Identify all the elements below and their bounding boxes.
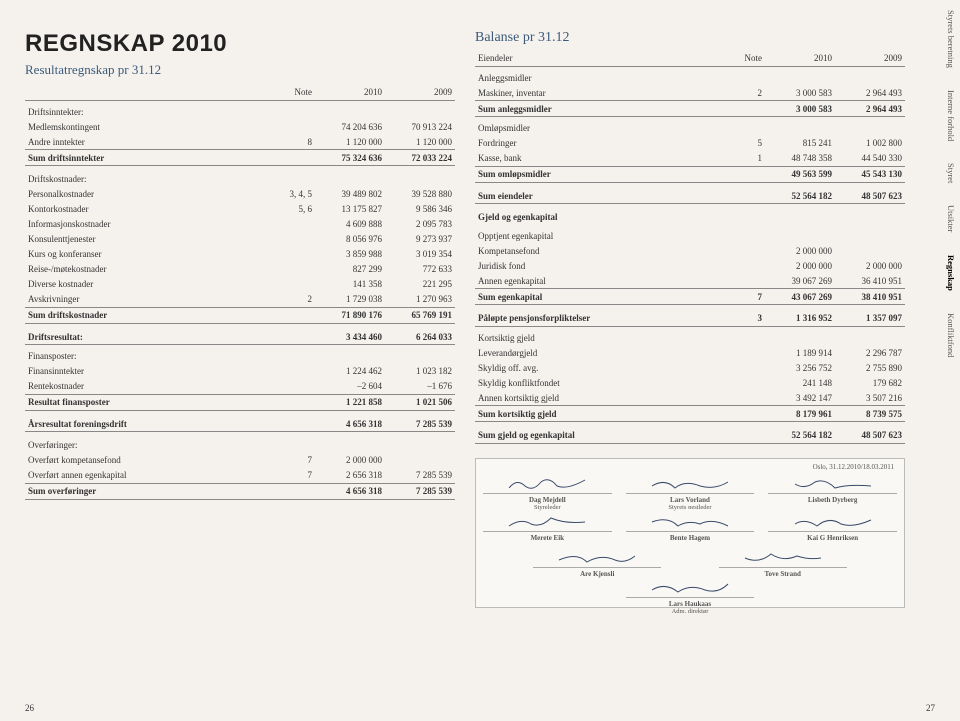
page-num-left: 26 bbox=[25, 703, 34, 713]
table-row: Kompetansefond2 000 000 bbox=[475, 243, 905, 258]
subtitle-left: Resultatregnskap pr 31.12 bbox=[25, 62, 455, 78]
tab-1[interactable]: Interne forhold bbox=[946, 90, 956, 141]
col-note: Note bbox=[275, 84, 315, 100]
gjeld-label: Gjeld og egenkapital bbox=[475, 204, 725, 225]
left-column: REGNSKAP 2010 Resultatregnskap pr 31.12 … bbox=[25, 30, 455, 608]
eiendeler-header: Eiendeler bbox=[475, 50, 725, 66]
signature-scribble-icon bbox=[483, 513, 611, 531]
sum-eiendeler: Sum eiendeler52 564 18248 507 623 bbox=[475, 182, 905, 204]
signature: Are Kjensli bbox=[533, 549, 661, 578]
resultat-finansposter: Resultat finansposter1 221 8581 021 506 bbox=[25, 394, 455, 410]
sum-driftsinntekter: Sum driftsinntekter75 324 63672 033 224 bbox=[25, 150, 455, 166]
signature-scribble-icon bbox=[768, 475, 896, 493]
table-row: Annen egenkapital39 067 26936 410 951 bbox=[475, 273, 905, 289]
signature-scribble-icon bbox=[626, 475, 754, 493]
tab-3[interactable]: Utsikter bbox=[946, 205, 956, 232]
overforinger-label: Overføringer: bbox=[25, 432, 275, 453]
table-row: Reise-/møtekostnader827 299772 633 bbox=[25, 262, 455, 277]
anleggsmidler-label: Anleggsmidler bbox=[475, 66, 725, 85]
table-row: Avskrivninger21 729 0381 270 963 bbox=[25, 292, 455, 308]
page-title: REGNSKAP 2010 bbox=[25, 30, 455, 58]
sum-gjeld-egenkapital: Sum gjeld og egenkapital52 564 18248 507… bbox=[475, 422, 905, 444]
table-row: Informasjonskostnader4 609 8882 095 783 bbox=[25, 217, 455, 232]
signature: Lars HaukaasAdm. direktør bbox=[626, 579, 754, 615]
signature-block: Oslo, 31.12.2010/18.03.2011 Dag MejdellS… bbox=[475, 458, 905, 608]
table-row: Diverse kostnader141 358221 295 bbox=[25, 277, 455, 292]
table-row: Maskiner, inventar23 000 5832 964 493 bbox=[475, 85, 905, 101]
signature-scribble-icon bbox=[483, 475, 611, 493]
sig-date: Oslo, 31.12.2010/18.03.2011 bbox=[813, 463, 894, 471]
signature: Lisbeth Dyrberg bbox=[768, 475, 896, 511]
sum-omlopsmidler: Sum omløpsmidler49 563 59945 543 130 bbox=[475, 166, 905, 182]
table-row: Andre inntekter81 120 0001 120 000 bbox=[25, 134, 455, 150]
finansposter-label: Finansposter: bbox=[25, 345, 275, 364]
table-row: Konsulenttjenester8 056 9769 273 937 bbox=[25, 232, 455, 247]
tab-5[interactable]: Konfliktfond bbox=[946, 313, 956, 357]
table-row: Skyldig konfliktfondet241 148179 682 bbox=[475, 375, 905, 390]
table-row: Juridisk fond2 000 0002 000 000 bbox=[475, 258, 905, 273]
sum-egenkapital: Sum egenkapital743 067 26938 410 951 bbox=[475, 289, 905, 305]
driftsresultat: Driftsresultat:3 434 4606 264 033 bbox=[25, 323, 455, 345]
signature: Dag MejdellStyreleder bbox=[483, 475, 611, 511]
signature-scribble-icon bbox=[626, 513, 754, 531]
signature: Kai G Henriksen bbox=[768, 513, 896, 542]
signature-scribble-icon bbox=[533, 549, 661, 567]
driftskostnader-label: Driftskostnader: bbox=[25, 166, 275, 187]
signature: Lars VorlandStyrets nestleder bbox=[626, 475, 754, 511]
tab-2[interactable]: Styret bbox=[946, 163, 956, 183]
sum-overforinger: Sum overføringer4 656 3187 285 539 bbox=[25, 483, 455, 499]
signature-scribble-icon bbox=[719, 549, 847, 567]
tab-4[interactable]: Regnskap bbox=[946, 255, 956, 291]
table-row: Kasse, bank148 748 35844 540 330 bbox=[475, 151, 905, 167]
table-row: Overført kompetansefond72 000 000 bbox=[25, 453, 455, 468]
table-row: Skyldig off. avg.3 256 7522 755 890 bbox=[475, 360, 905, 375]
table-row: Leverandørgjeld1 189 9142 296 787 bbox=[475, 345, 905, 360]
pensjon: Påløpte pensjonsforpliktelser31 316 9521… bbox=[475, 305, 905, 327]
table-row: Kontorkostnader5, 613 175 8279 586 346 bbox=[25, 202, 455, 217]
balance-table: Eiendeler Note 2010 2009 Anleggsmidler M… bbox=[475, 50, 905, 444]
table-row: Overført annen egenkapital72 656 3187 28… bbox=[25, 468, 455, 484]
sum-kortsiktig: Sum kortsiktig gjeld8 179 9618 739 575 bbox=[475, 406, 905, 422]
aarsresultat: Årsresultat foreningsdrift4 656 3187 285… bbox=[25, 410, 455, 432]
right-column: Balanse pr 31.12 Eiendeler Note 2010 200… bbox=[475, 30, 905, 608]
signature-scribble-icon bbox=[768, 513, 896, 531]
signature-scribble-icon bbox=[626, 579, 754, 597]
driftsinntekter-label: Driftsinntekter: bbox=[25, 100, 275, 119]
col-2010: 2010 bbox=[315, 84, 385, 100]
sum-driftskostnader: Sum driftskostnader71 890 17665 769 191 bbox=[25, 307, 455, 323]
table-row: Finansinntekter1 224 4621 023 182 bbox=[25, 364, 455, 379]
opptjent-label: Opptjent egenkapital bbox=[475, 225, 725, 244]
page-num-right: 27 bbox=[926, 703, 935, 713]
table-row: Annen kortsiktig gjeld3 492 1473 507 216 bbox=[475, 390, 905, 406]
signature: Merete Eik bbox=[483, 513, 611, 542]
subtitle-right: Balanse pr 31.12 bbox=[475, 30, 905, 46]
tab-0[interactable]: Styrets beretning bbox=[946, 10, 956, 68]
signature: Bente Hagem bbox=[626, 513, 754, 542]
income-statement-table: Note 2010 2009 Driftsinntekter: Medlemsk… bbox=[25, 84, 455, 500]
omlopsmidler-label: Omløpsmidler bbox=[475, 117, 725, 136]
side-tabs: Styrets beretning Interne forhold Styret… bbox=[946, 10, 956, 357]
col-2009: 2009 bbox=[385, 84, 455, 100]
table-row: Medlemskontingent74 204 63670 913 224 bbox=[25, 119, 455, 134]
kortsiktig-label: Kortsiktig gjeld bbox=[475, 326, 725, 345]
table-row: Rentekostnader–2 604–1 676 bbox=[25, 379, 455, 395]
sum-anleggsmidler: Sum anleggsmidler3 000 5832 964 493 bbox=[475, 101, 905, 117]
table-row: Fordringer5815 2411 002 800 bbox=[475, 136, 905, 151]
signature: Tove Strand bbox=[719, 549, 847, 578]
table-row: Personalkostnader3, 4, 539 489 80239 528… bbox=[25, 187, 455, 202]
table-row: Kurs og konferanser3 859 9883 019 354 bbox=[25, 247, 455, 262]
